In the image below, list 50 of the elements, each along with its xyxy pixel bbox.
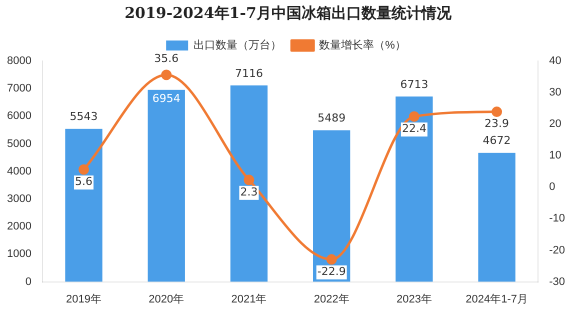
y-tick-label: 1000 [6,248,32,260]
x-tick-label: 2020年 [148,293,184,306]
y2-tick-label: -10 [549,212,566,225]
x-tick-label: 2022年 [314,293,350,306]
point [244,174,254,186]
point [326,254,337,265]
legend-label: 数量增长率（%） [319,38,406,52]
data-label: 22.4 [402,122,426,135]
x-tick-label: 2024年1-7月 [466,293,528,306]
y-tick-label: 2000 [6,220,32,233]
data-label: 35.6 [154,52,179,66]
y-tick-label: 8000 [6,55,32,68]
y-tick-label: 6000 [6,110,32,122]
bar [396,96,433,282]
chart-title: 2019-2024年1-7月中国冰箱出口数量统计情况 [124,4,452,23]
bar [65,128,102,282]
point [492,106,502,118]
x-tick-label: 2019年 [66,293,102,306]
y-tick-label: 4000 [6,165,32,178]
y-tick-label: 0 [25,276,32,288]
y2-tick-label: 40 [549,55,562,68]
data-label: 5489 [318,112,346,125]
data-label: 5543 [70,110,98,124]
y2-tick-label: 20 [549,118,562,130]
bar [148,90,185,282]
data-label: -22.9 [317,264,346,278]
data-label: 4672 [482,134,511,148]
bar [313,130,350,282]
data-label: 23.9 [484,117,510,130]
point [408,111,420,122]
point [161,70,172,80]
y-tick-label: 7000 [6,82,32,95]
point [78,164,90,175]
data-label: 6954 [152,92,180,106]
data-label: 6713 [400,78,428,91]
x-tick-label: 2021年 [231,293,267,306]
data-label: 7116 [234,66,263,80]
data-label: 5.6 [75,174,93,188]
y2-tick-label: -30 [549,276,566,288]
y2-tick-label: -20 [549,244,566,256]
legend-label: 出口数量（万台） [194,38,282,52]
y-tick-label: 5000 [6,138,32,150]
y2-tick-label: 30 [549,86,562,99]
bar [478,152,516,282]
x-tick-label: 2023年 [396,293,432,306]
y2-tick-label: 10 [549,150,562,162]
y-tick-label: 3000 [6,193,32,206]
data-label: 2.3 [240,185,258,198]
y2-tick-label: 0 [549,181,556,194]
bar [230,85,268,282]
